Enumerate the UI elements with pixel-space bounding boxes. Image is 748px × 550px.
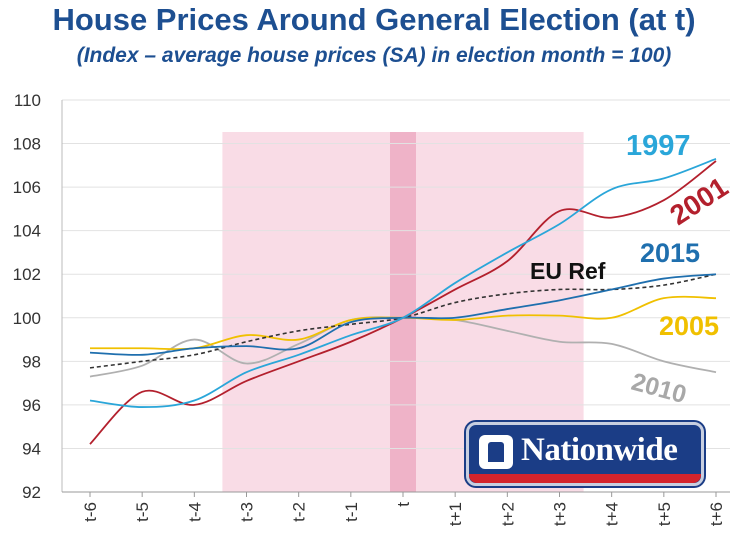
- x-tick-label: t: [394, 502, 413, 507]
- house-logo-icon: [479, 435, 513, 469]
- chart-title: House Prices Around General Election (at…: [52, 2, 696, 37]
- x-tick-label: t-1: [342, 502, 361, 522]
- series-label-2015: 2015: [640, 238, 700, 268]
- x-tick-label: t+1: [446, 502, 465, 526]
- nationwide-logo: Nationwide: [466, 422, 704, 486]
- y-tick-label: 96: [22, 396, 41, 415]
- series-lines: [89, 157, 717, 445]
- y-tick-label: 94: [22, 439, 41, 458]
- logo-text: Nationwide: [521, 432, 678, 468]
- x-tick-label: t-5: [133, 502, 152, 522]
- x-tick-label: t+5: [655, 502, 674, 526]
- y-tick-label: 108: [13, 135, 41, 154]
- series-label-eu-ref: EU Ref: [530, 258, 606, 284]
- y-tick-label: 100: [13, 309, 41, 328]
- x-tick-label: t-4: [185, 502, 204, 522]
- chart-subtitle: (Index – average house prices (SA) in el…: [76, 44, 672, 67]
- y-tick-label: 104: [13, 222, 41, 241]
- y-tick-label: 98: [22, 352, 41, 371]
- x-tick-label: t+6: [707, 502, 726, 526]
- y-tick-label: 110: [14, 91, 41, 110]
- series-label-2001: 2001: [664, 171, 733, 231]
- x-tick-label: t-2: [290, 502, 309, 522]
- x-tick-label: t-6: [81, 502, 100, 522]
- series-line-1997: [89, 157, 717, 408]
- x-tick-label: t+4: [603, 502, 622, 526]
- series-label-2005: 2005: [659, 311, 719, 341]
- x-tick-label: t-3: [238, 502, 257, 522]
- series-label-1997: 1997: [626, 130, 691, 162]
- series-label-2010: 2010: [628, 368, 689, 409]
- logo-swoosh: [469, 474, 701, 483]
- y-axis-ticks: 92 94 96 98 100 102 104 106 108 110: [13, 91, 41, 502]
- x-tick-label: t+2: [498, 502, 517, 526]
- x-axis-ticks: t-6 t-5 t-4 t-3 t-2 t-1 t t+1 t+2 t+3 t+4 t+5 t+6: [81, 492, 726, 526]
- y-tick-label: 106: [13, 178, 41, 197]
- y-tick-label: 92: [22, 483, 41, 502]
- x-tick-label: t+3: [551, 502, 570, 526]
- y-tick-label: 102: [13, 265, 41, 284]
